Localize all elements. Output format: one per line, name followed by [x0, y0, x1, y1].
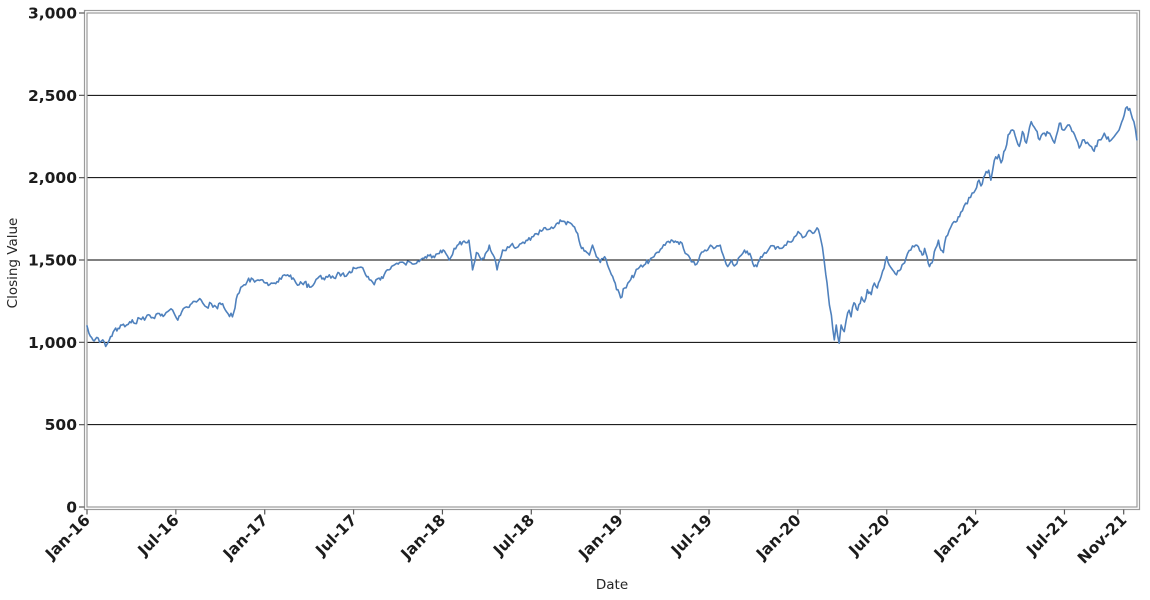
tick-labels-layer: 0 500 1,000 1,500 2,000 2,500 3,000 Jan-16 Jul-1…	[28, 5, 1131, 568]
tick-marks-layer	[79, 12, 1125, 515]
y-tick-label: 3,000	[28, 5, 77, 23]
x-tick-label: Jul-19	[667, 511, 716, 560]
x-tick-label: Jul-18	[489, 511, 538, 560]
x-tick-label: Jan-17	[219, 511, 272, 564]
x-tick-label: Jan-20	[752, 511, 805, 564]
x-axis-title: Date	[596, 577, 628, 593]
plot-frame	[86, 12, 1138, 508]
x-tick-label: Jan-16	[41, 511, 94, 564]
y-tick-label: 500	[45, 416, 78, 434]
x-tick-label: Jan-18	[397, 511, 450, 564]
x-tick-label: Jul-16	[134, 511, 183, 560]
x-tick-label: Nov-21	[1074, 511, 1130, 567]
x-tick-label: Jan-21	[930, 511, 983, 564]
x-tick-label: Jul-17	[312, 511, 361, 560]
y-tick-label: 1,500	[28, 252, 77, 270]
y-tick-label: 2,000	[28, 169, 77, 187]
x-tick-label: Jul-21	[1022, 511, 1071, 560]
series-layer	[86, 106, 1138, 348]
x-tick-label: Jul-20	[845, 511, 894, 560]
y-tick-label: 1,000	[28, 334, 77, 352]
y-tick-label: 2,500	[28, 87, 77, 105]
y-axis-title: Closing Value	[5, 218, 21, 309]
y-tick-label: 0	[66, 499, 77, 517]
x-tick-label: Jan-19	[574, 511, 627, 564]
closing-value-price-line	[86, 106, 1138, 348]
gridlines-layer	[87, 12, 1137, 508]
